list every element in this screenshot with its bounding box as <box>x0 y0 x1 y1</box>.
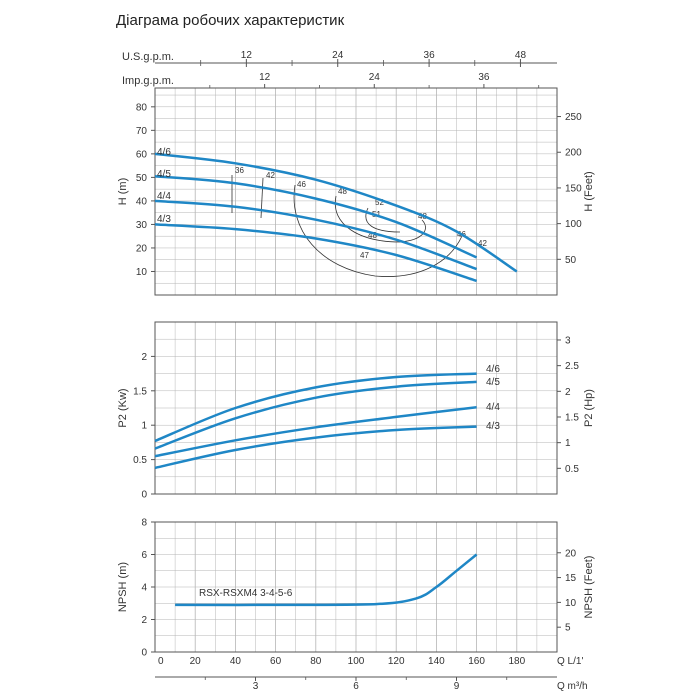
flow-lpm-tick-label: 60 <box>270 656 282 667</box>
npsh-ytick-label: 8 <box>141 518 147 529</box>
head-ytick-label: 50 <box>136 173 148 184</box>
head-curve-label: 4/4 <box>157 191 171 202</box>
head-ytick-label: 70 <box>136 126 148 137</box>
power-frame <box>154 321 558 495</box>
efficiency-label: 46 <box>297 180 306 189</box>
npsh-annotation: RSX-RSXM4 3-4-5-6 <box>199 588 293 599</box>
power-ytick-label: 1.5 <box>133 386 147 397</box>
usgpm-axis-label: U.S.g.p.m. <box>122 51 174 63</box>
impgpm-tick-label: 24 <box>369 72 381 83</box>
efficiency-line <box>260 177 264 219</box>
head-ytick-right-label: 100 <box>565 219 582 230</box>
efficiency-contour <box>334 195 426 243</box>
efficiency-label: 47 <box>360 251 369 260</box>
flow-lpm-tick-label: 20 <box>190 656 202 667</box>
power-curve-4-4 <box>154 406 477 458</box>
usgpm-tick-label: 36 <box>424 50 436 61</box>
flow-lpm-tick-label: 40 <box>230 656 242 667</box>
npsh-ylabel: NPSH (m) <box>117 562 129 612</box>
flow-m3h-tick-label: 3 <box>253 681 259 692</box>
efficiency-label: 42 <box>266 171 275 180</box>
power-curve-4-3 <box>154 425 477 470</box>
head-ytick-label: 80 <box>136 102 148 113</box>
head-curve-label: 4/6 <box>157 147 171 158</box>
power-ylabel: P2 (Kw) <box>117 388 129 427</box>
power-ytick-label: 0.5 <box>133 455 147 466</box>
head-curve-4-4 <box>154 199 478 271</box>
npsh-curve <box>175 553 478 607</box>
power-ytick-right-label: 0.5 <box>565 464 579 475</box>
flow-lpm-tick-label: 140 <box>428 656 445 667</box>
usgpm-tick-label: 12 <box>241 50 253 61</box>
power-ytick-label: 0 <box>141 490 147 501</box>
npsh-ytick-label: 4 <box>141 583 147 594</box>
head-ytick-right-label: 250 <box>565 112 582 123</box>
origin-label: 0 <box>158 656 164 667</box>
power-ytick-label: 2 <box>141 352 147 363</box>
power-ytick-right-label: 2 <box>565 387 571 398</box>
efficiency-label: 48 <box>338 187 347 196</box>
head-curve-label: 4/3 <box>157 214 171 225</box>
flow-lpm-tick-label: 180 <box>508 656 525 667</box>
head-ytick-label: 40 <box>136 196 148 207</box>
power-ylabel-right: P2 (Hp) <box>583 389 595 427</box>
npsh-ytick-right-label: 5 <box>565 623 571 634</box>
npsh-ytick-label: 0 <box>141 648 147 659</box>
efficiency-label: 52 <box>375 198 384 207</box>
flow-m3h-axis-label: Q m³/h <box>557 681 588 692</box>
npsh-ylabel-right: NPSH (Feet) <box>583 556 595 619</box>
power-curve-label: 4/6 <box>486 364 500 375</box>
efficiency-label: 36 <box>235 166 244 175</box>
npsh-ytick-right-label: 10 <box>565 598 577 609</box>
head-ylabel: H (m) <box>117 178 129 206</box>
impgpm-tick-label: 36 <box>478 72 490 83</box>
impgpm-tick-label: 12 <box>259 72 271 83</box>
usgpm-tick-label: 24 <box>332 50 344 61</box>
usgpm-tick-label: 48 <box>515 50 527 61</box>
power-curve-label: 4/5 <box>486 377 500 388</box>
head-ytick-label: 20 <box>136 243 148 254</box>
flow-lpm-tick-label: 120 <box>388 656 405 667</box>
efficiency-label: 48 <box>368 231 377 240</box>
power-curve-4-6 <box>154 372 477 443</box>
head-ytick-label: 10 <box>136 267 148 278</box>
head-ytick-right-label: 200 <box>565 148 582 159</box>
npsh-ytick-label: 6 <box>141 550 147 561</box>
flow-lpm-tick-label: 100 <box>348 656 365 667</box>
flow-lpm-tick-label: 160 <box>468 656 485 667</box>
chart-title: Діаграма робочих характеристик <box>116 12 345 29</box>
npsh-ytick-label: 2 <box>141 615 147 626</box>
power-curve-label: 4/3 <box>486 421 500 432</box>
head-ylabel-right: H (Feet) <box>583 171 595 211</box>
head-frame <box>154 87 558 296</box>
efficiency-contour <box>365 207 401 233</box>
power-ytick-right-label: 1.5 <box>565 412 579 423</box>
head-curve-4-5 <box>154 174 478 259</box>
npsh-ytick-right-label: 20 <box>565 548 577 559</box>
efficiency-label: 42 <box>478 239 487 248</box>
power-ytick-right-label: 3 <box>565 335 571 346</box>
flow-m3h-tick-label: 9 <box>454 681 460 692</box>
power-curve-label: 4/4 <box>486 402 500 413</box>
power-ytick-right-label: 2.5 <box>565 361 579 372</box>
power-ytick-label: 1 <box>141 421 147 432</box>
head-curve-4-3 <box>154 223 477 283</box>
efficiency-contour <box>293 184 463 277</box>
head-curve-4-6 <box>154 152 518 273</box>
power-ytick-right-label: 1 <box>565 438 571 449</box>
flow-lpm-tick-label: 80 <box>310 656 322 667</box>
npsh-ytick-right-label: 15 <box>565 573 577 584</box>
head-ytick-right-label: 50 <box>565 255 577 266</box>
head-ytick-label: 60 <box>136 149 148 160</box>
head-curve-label: 4/5 <box>157 169 171 180</box>
flow-m3h-tick-label: 6 <box>353 681 359 692</box>
flow-lpm-axis-label: Q L/1' <box>557 656 583 667</box>
head-ytick-label: 30 <box>136 220 148 231</box>
impgpm-axis-label: Imp.g.p.m. <box>122 75 174 87</box>
power-curve-4-5 <box>154 380 477 450</box>
head-ytick-right-label: 150 <box>565 183 582 194</box>
